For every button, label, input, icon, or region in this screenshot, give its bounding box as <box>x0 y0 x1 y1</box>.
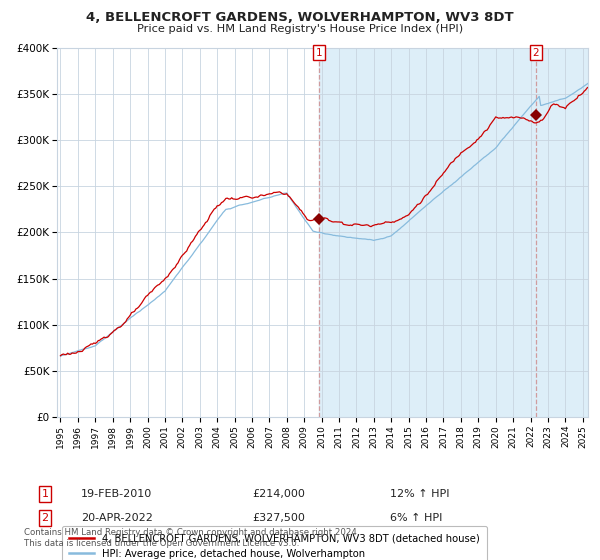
Text: Contains HM Land Registry data © Crown copyright and database right 2024.
This d: Contains HM Land Registry data © Crown c… <box>24 528 359 548</box>
Text: Price paid vs. HM Land Registry's House Price Index (HPI): Price paid vs. HM Land Registry's House … <box>137 24 463 34</box>
Text: 20-APR-2022: 20-APR-2022 <box>81 513 153 523</box>
Text: 2: 2 <box>532 48 539 58</box>
Text: 19-FEB-2010: 19-FEB-2010 <box>81 489 152 499</box>
Text: 1: 1 <box>41 489 49 499</box>
Text: 1: 1 <box>316 48 323 58</box>
Text: 12% ↑ HPI: 12% ↑ HPI <box>390 489 449 499</box>
Bar <box>319 48 588 417</box>
Text: 4, BELLENCROFT GARDENS, WOLVERHAMPTON, WV3 8DT: 4, BELLENCROFT GARDENS, WOLVERHAMPTON, W… <box>86 11 514 24</box>
Legend: 4, BELLENCROFT GARDENS, WOLVERHAMPTON, WV3 8DT (detached house), HPI: Average pr: 4, BELLENCROFT GARDENS, WOLVERHAMPTON, W… <box>62 526 487 560</box>
Text: 6% ↑ HPI: 6% ↑ HPI <box>390 513 442 523</box>
Text: 2: 2 <box>41 513 49 523</box>
Text: £214,000: £214,000 <box>252 489 305 499</box>
Text: £327,500: £327,500 <box>252 513 305 523</box>
